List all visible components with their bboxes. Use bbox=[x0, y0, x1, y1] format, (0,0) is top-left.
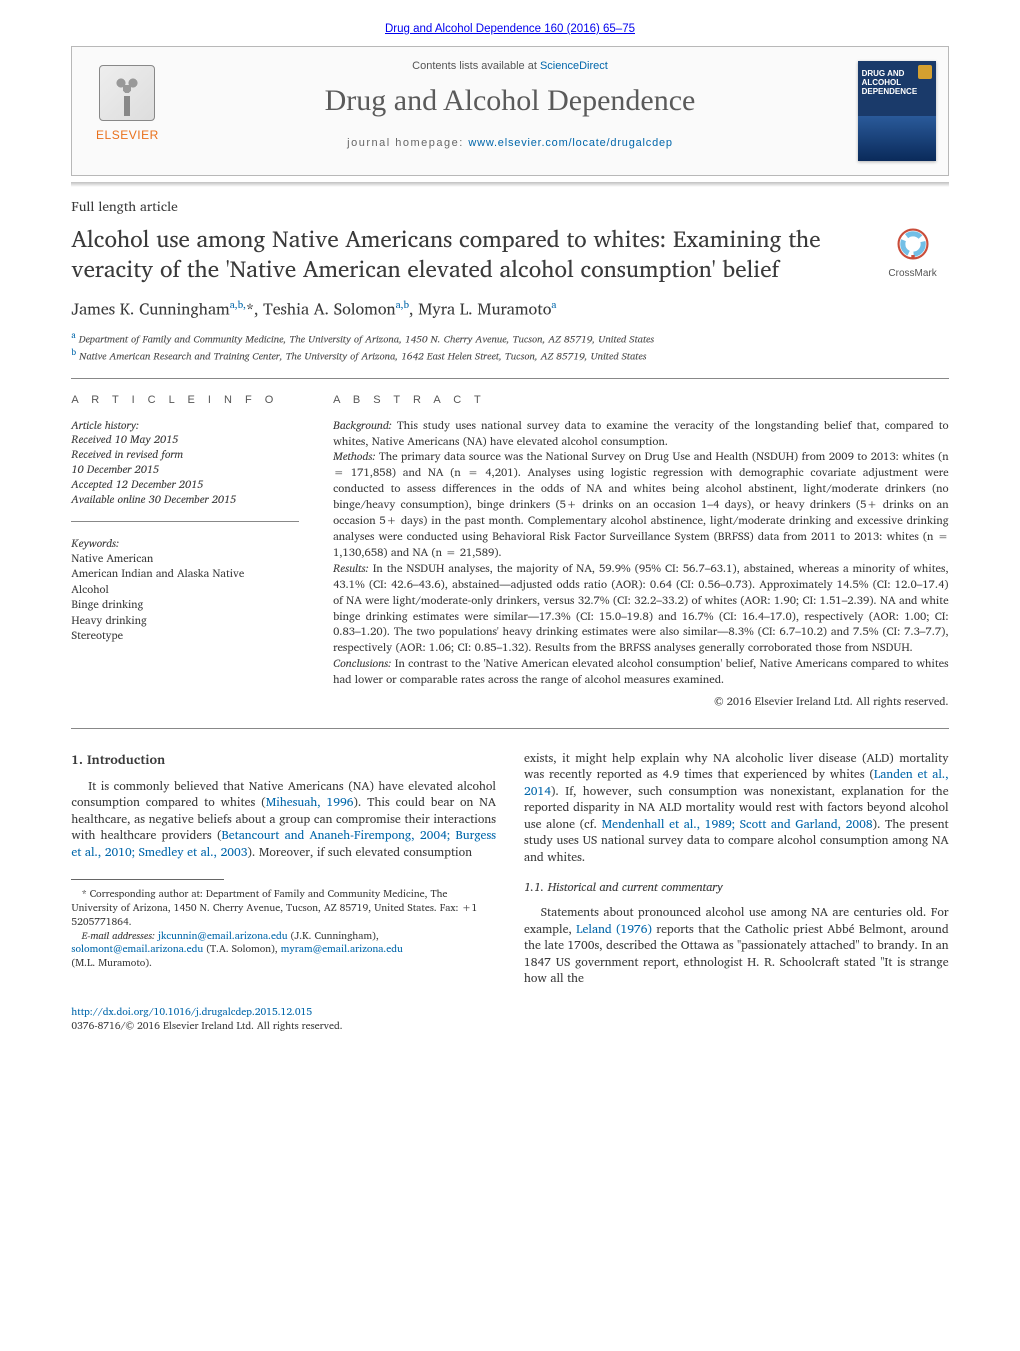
email-addresses: E-mail addresses: jkcunnin@email.arizona… bbox=[71, 930, 496, 971]
abstract-heading: A B S T R A C T bbox=[333, 393, 949, 408]
audio-icon bbox=[918, 65, 932, 79]
author-list: James K. Cunninghama,b,*, Teshia A. Solo… bbox=[71, 299, 948, 321]
journal-banner: ELSEVIER Contents lists available at Sci… bbox=[71, 46, 948, 176]
article-title: Alcohol use among Native Americans compa… bbox=[71, 225, 843, 285]
elsevier-logo: ELSEVIER bbox=[82, 65, 172, 143]
email-link[interactable]: myram@email.arizona.edu bbox=[281, 941, 403, 957]
publisher-label: ELSEVIER bbox=[82, 127, 172, 143]
affiliation-list: a Department of Family and Community Med… bbox=[71, 330, 948, 363]
journal-cover-thumb: DRUG AND ALCOHOL DEPENDENCE bbox=[858, 61, 936, 161]
article-history: Article history: Received 10 May 2015Rec… bbox=[71, 418, 299, 522]
elsevier-tree-icon bbox=[99, 65, 155, 121]
crossmark-icon bbox=[896, 227, 930, 261]
article-type: Full length article bbox=[71, 197, 948, 215]
homepage-line: journal homepage: www.elsevier.com/locat… bbox=[72, 136, 947, 151]
abstract-copyright: © 2016 Elsevier Ireland Ltd. All rights … bbox=[333, 694, 949, 710]
section-heading-introduction: 1. Introduction bbox=[71, 751, 496, 769]
body-paragraph: It is commonly believed that Native Amer… bbox=[71, 779, 496, 862]
affiliation: a Department of Family and Community Med… bbox=[71, 330, 948, 347]
history-line: Available online 30 December 2015 bbox=[71, 492, 299, 507]
affiliation: b Native American Research and Training … bbox=[71, 347, 948, 364]
page-footer: http://dx.doi.org/10.1016/j.drugalcdep.2… bbox=[71, 1006, 948, 1034]
keywords-block: Keywords: Native AmericanAmerican Indian… bbox=[71, 536, 299, 644]
citation-link[interactable]: Drug and Alcohol Dependence 160 (2016) 6… bbox=[385, 23, 635, 35]
body-paragraph: Statements about pronounced alcohol use … bbox=[524, 905, 949, 988]
banner-shadow bbox=[71, 182, 948, 187]
article-info-heading: A R T I C L E I N F O bbox=[71, 393, 299, 408]
section-rule bbox=[71, 728, 948, 729]
sciencedirect-link[interactable]: ScienceDirect bbox=[540, 60, 608, 72]
contents-line: Contents lists available at ScienceDirec… bbox=[72, 59, 947, 74]
corresponding-author-note: * Corresponding author at: Department of… bbox=[71, 888, 496, 929]
keyword: Stereotype bbox=[71, 628, 299, 643]
body-paragraph: exists, it might help explain why NA alc… bbox=[524, 751, 949, 867]
section-rule bbox=[71, 378, 948, 379]
footnotes: * Corresponding author at: Department of… bbox=[71, 888, 496, 971]
subsection-heading: 1.1. Historical and current commentary bbox=[524, 880, 949, 897]
abstract-text: Background: This study uses national sur… bbox=[333, 418, 949, 710]
journal-homepage-link[interactable]: www.elsevier.com/locate/drugalcdep bbox=[468, 137, 673, 149]
footnote-rule bbox=[71, 879, 224, 880]
crossmark-badge[interactable]: CrossMark bbox=[877, 227, 949, 281]
journal-name: Drug and Alcohol Dependence bbox=[72, 81, 947, 122]
crossmark-label: CrossMark bbox=[877, 267, 949, 281]
issn-copyright: 0376-8716/© 2016 Elsevier Ireland Ltd. A… bbox=[71, 1018, 342, 1034]
